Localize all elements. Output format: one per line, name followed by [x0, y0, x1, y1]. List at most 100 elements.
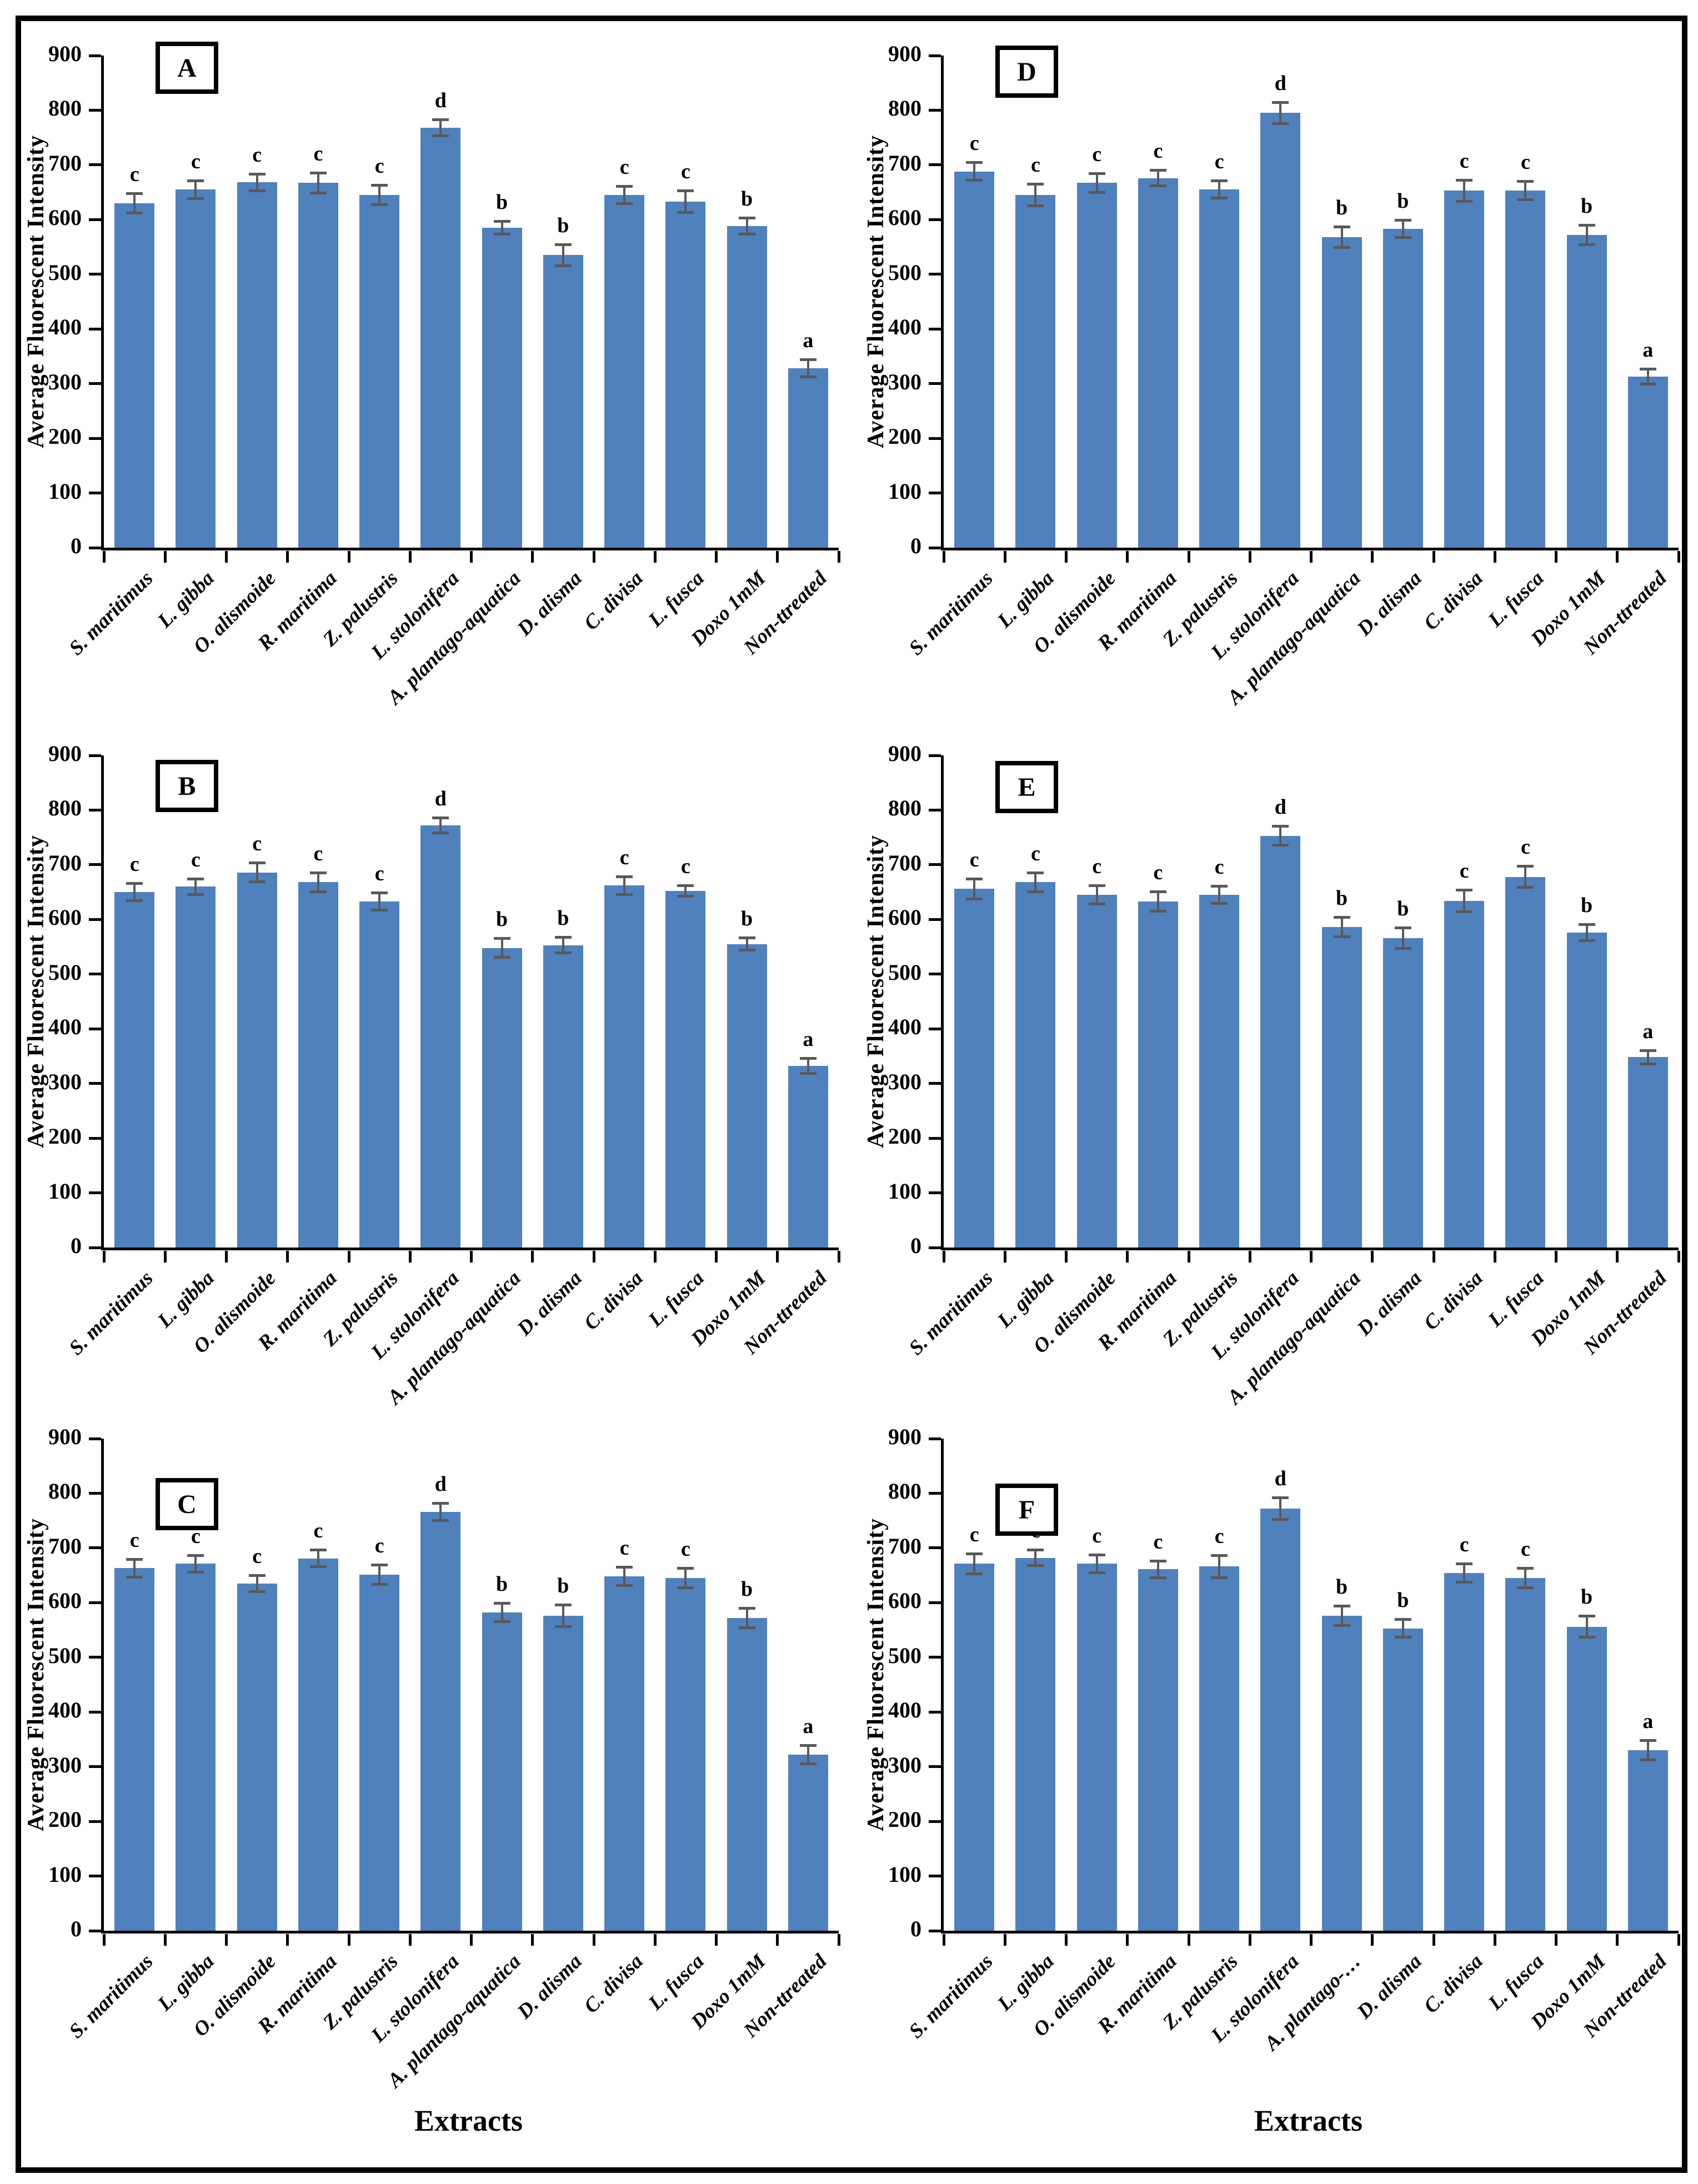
error-bar-cap	[1333, 1624, 1350, 1627]
error-bar	[194, 180, 197, 199]
error-bar	[1646, 1050, 1649, 1065]
error-bar-cap	[1272, 844, 1289, 847]
sig-letter: b	[741, 1577, 753, 1601]
y-tick	[929, 1656, 941, 1659]
y-tick-label: 400	[48, 1014, 82, 1040]
x-axis-title: Extracts	[414, 2104, 523, 2137]
error-bar-cap	[248, 189, 266, 193]
error-bar-cap	[1211, 1576, 1228, 1579]
error-bar-cap	[1639, 1758, 1656, 1761]
error-bar-cap	[1456, 178, 1473, 182]
error-bar-cap	[371, 203, 388, 206]
x-tick	[470, 1251, 473, 1263]
error-bar	[317, 172, 319, 194]
sig-letter: c	[619, 845, 629, 869]
y-tick	[929, 1027, 941, 1030]
bar	[1321, 927, 1362, 1248]
sig-letter: c	[1459, 859, 1469, 883]
bar	[420, 1511, 461, 1931]
y-tick	[929, 1601, 941, 1604]
error-bar-cap	[616, 1566, 633, 1569]
error-bar	[256, 1575, 258, 1592]
sig-letter: b	[741, 906, 753, 930]
sig-letter: b	[1397, 897, 1409, 921]
error-bar	[1034, 1549, 1037, 1566]
y-tick	[929, 1820, 941, 1823]
y-tick-label: 400	[888, 1697, 921, 1723]
y-tick-label: 0	[71, 533, 82, 558]
chart-panel-d: Average Fluorescent Intensity 0 100 200 300…	[862, 19, 1695, 797]
error-bar-cap	[248, 880, 266, 884]
error-bar-cap	[371, 891, 388, 895]
error-bar-cap	[187, 893, 204, 896]
y-tick-label: 200	[888, 1124, 921, 1149]
y-tick	[929, 1136, 941, 1140]
bar	[727, 1617, 767, 1931]
sig-letter: d	[1274, 795, 1286, 819]
y-tick	[929, 163, 941, 167]
error-bar-cap	[1639, 1739, 1656, 1742]
error-bar	[1156, 891, 1159, 911]
chart-panel-b: Average Fluorescent Intensity 0 100 200 300…	[22, 719, 855, 1497]
y-tick-label: 500	[888, 1642, 921, 1668]
y-tick	[929, 54, 941, 57]
x-tick	[1493, 551, 1496, 563]
y-tick-label: 800	[888, 1479, 921, 1504]
error-bar	[973, 878, 976, 899]
y-tick	[929, 1082, 941, 1085]
y-tick	[89, 163, 101, 167]
sig-letter: c	[313, 841, 323, 865]
sig-letter: c	[252, 1545, 262, 1569]
sig-letter: b	[496, 907, 508, 931]
y-tick-label: 100	[48, 1861, 82, 1887]
error-bar-cap	[1456, 1562, 1473, 1566]
error-bar-cap	[677, 189, 694, 193]
error-bar-cap	[1517, 886, 1534, 889]
bar	[1627, 376, 1668, 548]
error-bar	[500, 1603, 503, 1622]
error-bar	[133, 1559, 136, 1577]
error-bar-cap	[738, 232, 755, 236]
x-tick	[531, 1934, 534, 1946]
error-bar	[500, 938, 503, 958]
error-bar-cap	[1149, 184, 1166, 188]
error-bar-cap	[1149, 890, 1166, 894]
error-bar-cap	[1394, 926, 1411, 930]
y-tick-label: 200	[888, 424, 921, 449]
panel-label-box: C	[156, 1478, 218, 1530]
y-tick-label: 300	[48, 369, 82, 394]
y-tick-label: 300	[48, 1069, 82, 1094]
error-bar-cap	[1088, 1571, 1105, 1575]
sig-letter: b	[557, 213, 569, 237]
sig-letter: b	[1336, 1575, 1348, 1599]
x-tick	[531, 1251, 534, 1263]
error-bar	[562, 936, 564, 954]
error-bar-cap	[554, 243, 572, 246]
sig-letter: b	[1581, 1585, 1593, 1609]
error-bar	[133, 883, 136, 901]
sig-letter: c	[374, 1534, 384, 1558]
y-tick	[929, 1491, 941, 1495]
error-bar-cap	[248, 1590, 266, 1593]
y-tick	[89, 1246, 101, 1249]
error-bar	[973, 162, 976, 181]
x-tick	[653, 551, 657, 563]
y-tick	[89, 437, 101, 440]
plot-area: 0 100 200 300 400 500 600 700 800 900 c S. maritimu…	[48, 1424, 840, 2092]
y-tick-label: 500	[888, 959, 921, 985]
error-bar-cap	[1272, 825, 1289, 828]
error-bar-cap	[966, 1572, 983, 1576]
sig-letter: d	[1274, 71, 1286, 95]
y-tick-label: 800	[888, 795, 921, 821]
x-tick	[163, 1934, 167, 1946]
y-tick	[929, 1546, 941, 1550]
error-bar-cap	[1027, 871, 1044, 874]
error-bar	[1646, 1740, 1649, 1760]
bar	[1076, 895, 1117, 1248]
error-bar-cap	[126, 899, 143, 902]
bar	[1505, 191, 1546, 548]
error-bar-cap	[554, 1604, 572, 1607]
error-bar-cap	[432, 1502, 449, 1505]
bar	[543, 1616, 583, 1931]
bar	[298, 882, 338, 1248]
